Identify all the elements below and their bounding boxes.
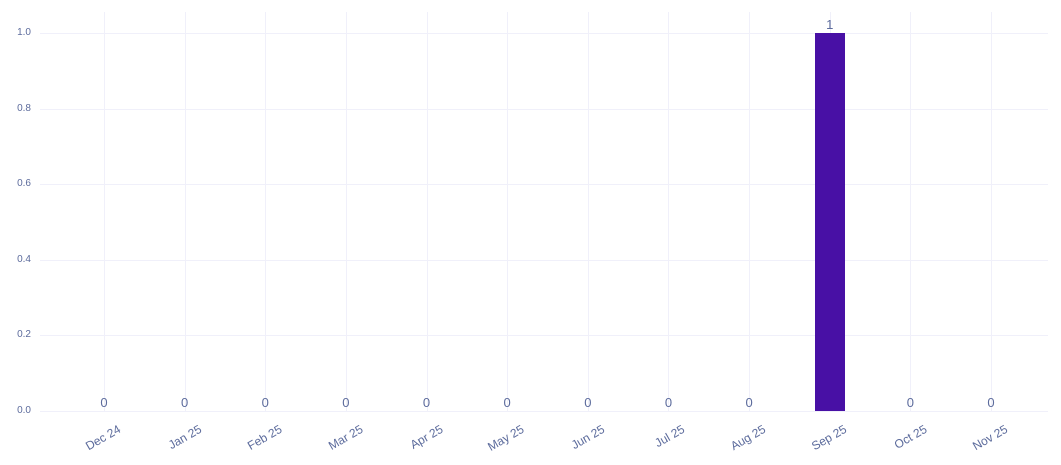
- v-gridline: [991, 12, 992, 411]
- bar-value-label: 0: [584, 395, 592, 410]
- bar-value-label: 0: [422, 395, 431, 410]
- x-tick-label: Oct 25: [891, 422, 930, 452]
- x-tick-label: Jul 25: [652, 422, 688, 451]
- y-tick-label: 0.2: [17, 329, 31, 341]
- x-tick-label: Aug 25: [728, 422, 769, 454]
- h-gridline: [40, 33, 1048, 34]
- x-tick-label: Feb 25: [244, 422, 285, 453]
- y-tick-label: 0.6: [17, 178, 31, 190]
- v-gridline: [507, 12, 509, 411]
- bar-value-label: 1: [826, 17, 834, 32]
- bar-value-label: 0: [261, 395, 269, 410]
- h-gridline: [40, 108, 1048, 110]
- x-tick-label: Jun 25: [568, 422, 607, 453]
- y-tick-label: 0.4: [17, 253, 31, 265]
- x-tick-label: Mar 25: [325, 422, 365, 453]
- y-tick-label: 0.8: [17, 102, 31, 114]
- v-gridline: [265, 12, 267, 411]
- x-tick-label: Dec 24: [83, 422, 123, 454]
- bar-value-label: 0: [503, 395, 511, 410]
- bar-value-label: 0: [664, 395, 673, 410]
- y-tick-label: 1.0: [17, 27, 31, 38]
- bar-value-label: 0: [100, 395, 108, 410]
- bar[interactable]: [814, 33, 845, 411]
- h-gridline: [40, 259, 1048, 261]
- bar-value-label: 0: [987, 395, 995, 410]
- x-tick-label: May 25: [485, 422, 527, 454]
- h-gridline: [40, 335, 1048, 337]
- v-gridline: [104, 12, 105, 411]
- v-gridline: [587, 12, 589, 411]
- v-gridline: [345, 12, 347, 411]
- x-tick-label: Jan 25: [165, 422, 204, 453]
- v-gridline: [184, 12, 186, 411]
- y-tick-label: 0.0: [17, 405, 31, 416]
- h-gridline: [40, 411, 1048, 412]
- h-gridline: [40, 184, 1048, 186]
- bar-value-label: 0: [181, 395, 189, 410]
- x-tick-label: Sep 25: [808, 422, 849, 454]
- v-gridline: [910, 12, 912, 411]
- bar-value-label: 0: [906, 395, 914, 410]
- x-tick-label: Apr 25: [407, 422, 446, 452]
- bar-value-label: 0: [342, 395, 350, 410]
- v-gridline: [426, 12, 428, 411]
- bar-value-label: 0: [745, 395, 753, 410]
- x-tick-label: Nov 25: [970, 422, 1010, 454]
- v-gridline: [749, 12, 751, 411]
- v-gridline: [668, 12, 670, 411]
